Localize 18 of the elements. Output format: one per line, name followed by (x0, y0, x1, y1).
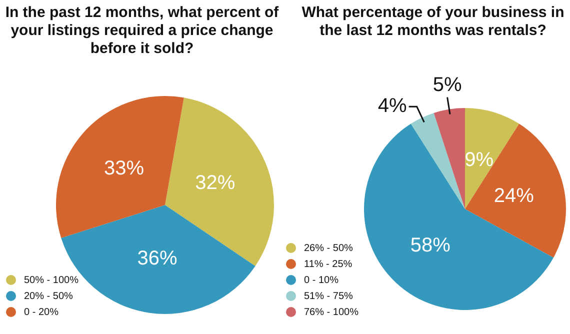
data-label: 24% (494, 184, 534, 207)
chart-title: In the past 12 months, what percent of your listings required a price change before it sold? (4, 4, 280, 58)
legend-label: 26% - 50% (304, 242, 353, 254)
data-label: 58% (410, 234, 451, 256)
data-label: 4% (378, 95, 408, 118)
data-label: 32% (195, 172, 236, 194)
data-label: 33% (104, 158, 144, 180)
legend-label: 51% - 75% (304, 290, 353, 302)
legend-label: 50% - 100% (24, 274, 78, 286)
legend-label: 11% - 25% (304, 258, 352, 270)
data-label: 9% (464, 149, 494, 172)
legend-label: 20% - 50% (24, 290, 73, 302)
legend-label: 0 - 10% (304, 274, 338, 286)
data-label: 36% (137, 247, 178, 270)
chart-title: What percentage of your business in the last 12 months was rentals? (300, 4, 566, 40)
legend-label: 76% - 100% (304, 306, 358, 318)
data-label: 5% (432, 74, 462, 96)
legend-label: 0 - 20% (24, 306, 58, 318)
